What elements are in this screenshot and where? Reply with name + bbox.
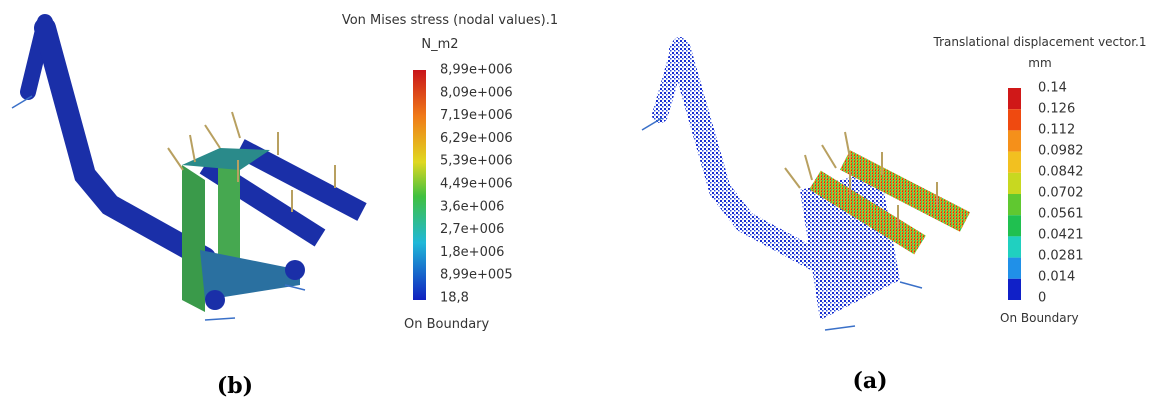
legend-label: 0 — [1038, 291, 1046, 306]
legend-label: 1,8e+006 — [440, 245, 504, 260]
legend-label: 0.014 — [1038, 270, 1075, 285]
legend-label: 0.0702 — [1038, 186, 1084, 201]
legend-label: 2,7e+006 — [440, 222, 504, 237]
color-step — [1008, 194, 1021, 215]
legend-title: Von Mises stress (nodal values).1 — [342, 13, 558, 28]
color-step — [1008, 109, 1021, 130]
color-bar — [1008, 88, 1021, 300]
color-step — [1008, 236, 1021, 257]
color-step — [1008, 88, 1021, 109]
color-step — [1008, 258, 1021, 279]
legend-label: 8,99e+006 — [440, 63, 513, 78]
legend-label: 0.126 — [1038, 102, 1075, 117]
legend-footer: On Boundary — [404, 317, 490, 332]
legend-label: 0.0842 — [1038, 165, 1084, 180]
color-step — [1008, 279, 1021, 300]
legend-label: 4,49e+006 — [440, 177, 513, 192]
legend-label: 8,99e+005 — [440, 268, 513, 283]
caption: (a) — [852, 368, 887, 394]
legend-label: 0.14 — [1038, 81, 1067, 96]
figure: Von Mises stress (nodal values).1 N_m2 8… — [0, 0, 1149, 403]
stress-model — [12, 22, 362, 320]
legend-unit: N_m2 — [421, 37, 458, 52]
color-bar — [413, 70, 426, 300]
legend-footer: On Boundary — [1000, 311, 1079, 325]
color-step — [1008, 130, 1021, 151]
legend-label: 0.112 — [1038, 123, 1075, 138]
pipe — [45, 28, 205, 258]
legend-unit: mm — [1028, 56, 1051, 70]
legend-label: 0.0561 — [1038, 207, 1084, 222]
color-step — [1008, 215, 1021, 236]
legend-labels: 8,99e+006 8,09e+006 7,19e+006 6,29e+006 5,39… — [440, 63, 513, 306]
color-step — [1008, 152, 1021, 173]
page: {"left_panel": {"legend_title": "Von Mis… — [0, 0, 1149, 403]
legend-label: 0.0281 — [1038, 249, 1084, 264]
color-step — [1008, 173, 1021, 194]
legend-label: 3,6e+006 — [440, 199, 504, 214]
legend-label: 0.0421 — [1038, 228, 1084, 243]
legend-label: 18,8 — [440, 291, 469, 306]
legend-label: 8,09e+006 — [440, 85, 513, 100]
displacement-model — [642, 45, 965, 330]
legend-label: 6,29e+006 — [440, 131, 513, 146]
frame — [182, 165, 205, 312]
caption: (b) — [217, 373, 253, 399]
legend-label: 5,39e+006 — [440, 154, 513, 169]
joint — [285, 260, 305, 280]
legend-labels: 0.14 0.126 0.112 0.0982 0.0842 0.0702 0.0561 0.… — [1038, 81, 1084, 306]
joint — [205, 290, 225, 310]
legend-label: 7,19e+006 — [440, 108, 513, 123]
legend-title: Translational displacement vector.1 — [933, 35, 1147, 49]
legend-label: 0.0982 — [1038, 144, 1084, 159]
